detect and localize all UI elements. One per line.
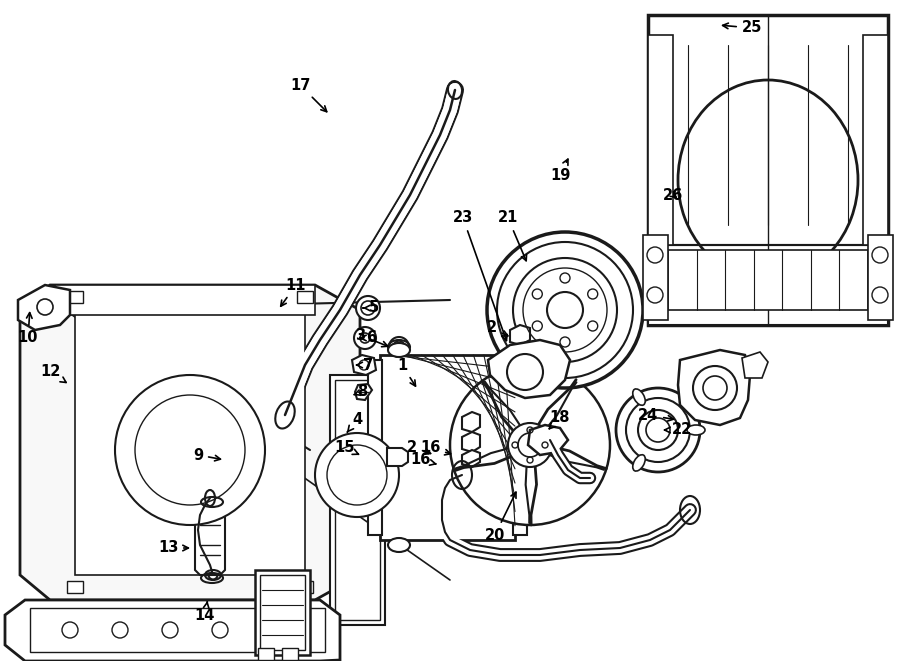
Bar (648, 35, 673, 245)
Circle shape (638, 410, 678, 450)
Bar (668, 250, 868, 310)
Bar (67, 581, 83, 593)
Circle shape (115, 375, 265, 525)
Text: 11: 11 (281, 278, 306, 306)
Text: 9: 9 (193, 447, 220, 463)
Polygon shape (18, 285, 70, 330)
Text: 15: 15 (335, 440, 358, 455)
Text: 24: 24 (638, 407, 673, 422)
Ellipse shape (633, 455, 645, 471)
Bar (643, 235, 668, 320)
Polygon shape (5, 600, 340, 661)
Circle shape (356, 296, 380, 320)
Text: 16: 16 (419, 440, 451, 455)
Text: 2: 2 (487, 321, 508, 336)
Text: 6: 6 (360, 330, 376, 346)
Text: 23: 23 (453, 210, 508, 340)
Circle shape (315, 433, 399, 517)
Ellipse shape (388, 538, 410, 552)
Text: 22: 22 (664, 422, 692, 438)
Circle shape (487, 232, 643, 388)
Bar (75, 305, 305, 575)
Bar (282, 648, 298, 660)
Polygon shape (510, 325, 530, 345)
Polygon shape (528, 425, 568, 455)
Text: 13: 13 (158, 541, 188, 555)
Ellipse shape (388, 340, 410, 354)
Polygon shape (195, 505, 225, 575)
Polygon shape (488, 340, 570, 398)
Bar (297, 581, 313, 593)
Text: 4: 4 (347, 412, 362, 432)
Polygon shape (20, 285, 360, 600)
Text: 26: 26 (663, 188, 683, 202)
Bar (513, 360, 527, 535)
Text: 18: 18 (549, 410, 571, 429)
Text: 17: 17 (290, 77, 327, 112)
Bar (863, 35, 888, 245)
Polygon shape (678, 350, 750, 425)
Bar (255, 570, 310, 655)
Ellipse shape (687, 425, 705, 435)
Circle shape (354, 327, 376, 349)
Circle shape (693, 366, 737, 410)
Polygon shape (355, 384, 372, 400)
Polygon shape (462, 432, 480, 452)
Text: 7: 7 (356, 358, 374, 373)
Polygon shape (462, 450, 480, 467)
Circle shape (507, 354, 543, 390)
Bar (648, 245, 888, 325)
Circle shape (513, 258, 617, 362)
Circle shape (450, 365, 610, 525)
Ellipse shape (388, 343, 410, 357)
Text: 2: 2 (407, 440, 430, 455)
Bar (258, 648, 274, 660)
Bar (67, 291, 83, 303)
Bar (260, 575, 305, 650)
Text: 16: 16 (410, 453, 436, 467)
Text: 1: 1 (397, 358, 416, 386)
Polygon shape (742, 352, 768, 378)
Bar (55, 285, 315, 315)
Circle shape (508, 423, 552, 467)
Bar (30, 608, 325, 652)
Text: 25: 25 (723, 20, 762, 36)
Bar (297, 291, 313, 303)
Polygon shape (462, 412, 480, 432)
Ellipse shape (633, 389, 645, 405)
Text: 10: 10 (18, 313, 38, 346)
Text: 20: 20 (485, 492, 516, 543)
Text: 5: 5 (364, 301, 379, 315)
Text: 14: 14 (194, 602, 215, 623)
Polygon shape (387, 448, 408, 466)
Bar (368, 360, 382, 535)
Polygon shape (352, 355, 376, 375)
Bar (380, 355, 515, 540)
Text: 21: 21 (498, 210, 526, 260)
Text: 3: 3 (355, 327, 388, 347)
Text: 12: 12 (40, 364, 67, 383)
Bar (330, 375, 385, 625)
Text: 8: 8 (354, 385, 367, 399)
Bar (335, 380, 380, 620)
Circle shape (616, 388, 700, 472)
Bar (868, 235, 893, 320)
Bar (648, 15, 888, 325)
Text: 19: 19 (550, 159, 571, 182)
